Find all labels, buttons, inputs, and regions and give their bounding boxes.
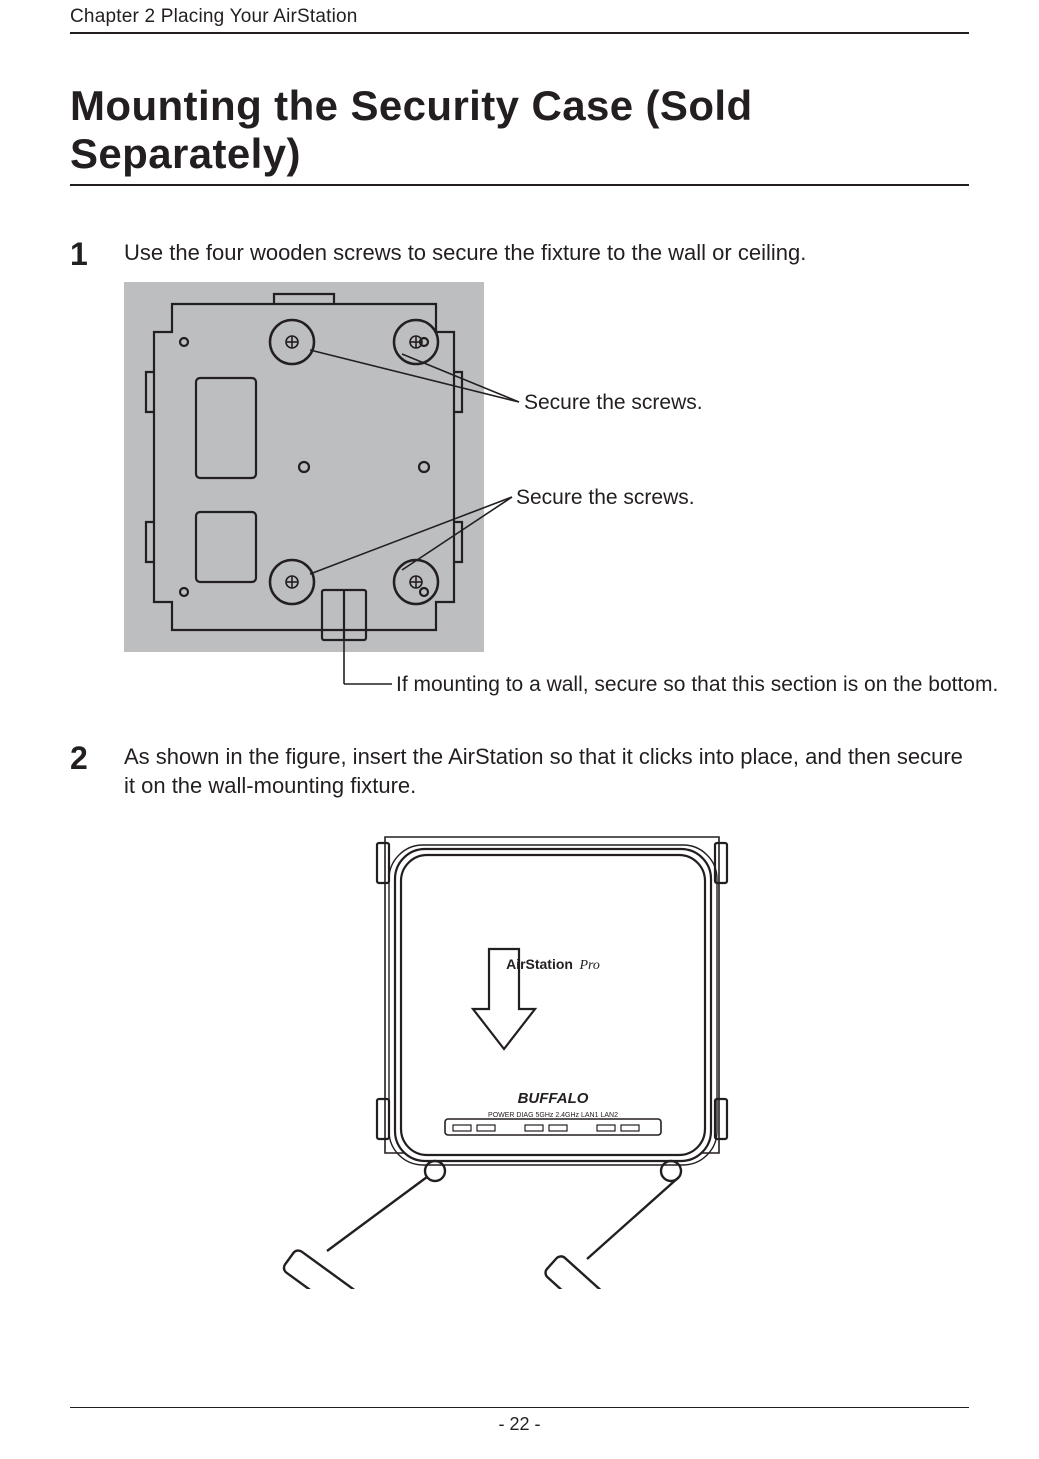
step-1-body: Use the four wooden screws to secure the… bbox=[124, 238, 969, 702]
callout-secure-bottom: Secure the screws. bbox=[516, 485, 695, 510]
step-1: 1 Use the four wooden screws to secure t… bbox=[70, 238, 969, 702]
airstation-diagram: AirStation Pro BUFFALO POWER DIAG 5GHz 2… bbox=[267, 819, 827, 1289]
step-2-number: 2 bbox=[70, 742, 96, 774]
step-2: 2 As shown in the figure, insert the Air… bbox=[70, 742, 969, 1289]
page-footer: - 22 - bbox=[70, 1407, 969, 1435]
step-1-figure: Secure the screws. Secure the screws. If… bbox=[124, 282, 969, 702]
step-2-text: As shown in the figure, insert the AirSt… bbox=[124, 742, 969, 801]
step-2-figure: AirStation Pro BUFFALO POWER DIAG 5GHz 2… bbox=[124, 819, 969, 1289]
chapter-header: Chapter 2 Placing Your AirStation bbox=[70, 0, 969, 34]
device-logo: BUFFALO bbox=[517, 1090, 588, 1107]
page-title: Mounting the Security Case (Sold Separat… bbox=[70, 82, 969, 186]
step-1-number: 1 bbox=[70, 238, 96, 270]
step-1-text: Use the four wooden screws to secure the… bbox=[124, 238, 969, 268]
fixture-diagram bbox=[124, 282, 484, 652]
device-led-labels: POWER DIAG 5GHz 2.4GHz LAN1 LAN2 bbox=[488, 1112, 618, 1119]
device-brand-label: AirStation Pro bbox=[506, 956, 600, 973]
callout-orientation: If mounting to a wall, secure so that th… bbox=[396, 672, 998, 697]
callout-secure-top: Secure the screws. bbox=[524, 390, 703, 415]
page-number: - 22 - bbox=[498, 1414, 540, 1434]
step-2-body: As shown in the figure, insert the AirSt… bbox=[124, 742, 969, 1289]
